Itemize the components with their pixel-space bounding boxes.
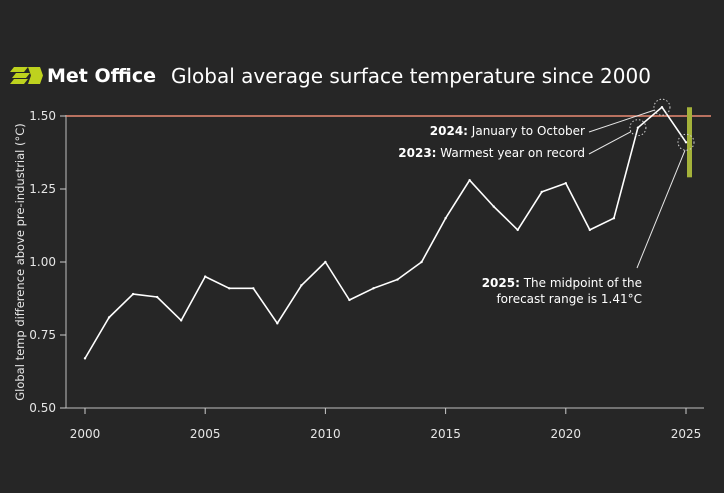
y-tick-label-3: 1.25 (29, 182, 56, 196)
series-layer (83, 106, 688, 360)
temperature-series-line (84, 106, 687, 360)
data-point-2015 (444, 217, 447, 220)
data-point-2013 (396, 278, 399, 281)
data-point-2021 (588, 228, 592, 232)
data-point-2005 (204, 275, 207, 278)
annotation-2025-line1: 2025: The midpoint of the (482, 276, 642, 290)
data-point-2006 (228, 287, 231, 290)
data-point-2024 (660, 106, 664, 109)
forecast-layer (687, 107, 692, 178)
data-point-2025 (684, 141, 688, 144)
x-tick-label-2000: 2000 (70, 427, 101, 441)
data-point-2001 (107, 316, 111, 319)
annotation-2023: 2023: Warmest year on record (398, 146, 585, 160)
highlight-circle-2023 (629, 119, 647, 137)
annotation-pointers (588, 109, 686, 269)
logo-mark-icon (10, 67, 43, 84)
data-point-2000 (83, 357, 87, 360)
data-point-2023 (636, 126, 640, 129)
x-tick-label-2015: 2015 (430, 427, 461, 441)
data-point-2017 (492, 205, 495, 208)
y-tick-label-0: 0.50 (29, 401, 56, 415)
highlight-layer (629, 98, 695, 151)
annotation-2025-line2: forecast range is 1.41°C (496, 292, 642, 306)
highlight-circle-2025 (677, 133, 695, 151)
data-point-2008 (276, 322, 279, 325)
annotation-pointer-2023 (588, 131, 632, 155)
data-point-2020 (564, 181, 567, 185)
data-point-2019 (540, 190, 543, 194)
y-tick-label-4: 1.50 (29, 109, 56, 123)
logo-text: Met Office (47, 65, 156, 87)
highlight-circle-2024 (653, 98, 671, 116)
data-point-2012 (372, 287, 375, 290)
data-point-2016 (468, 179, 471, 182)
y-ticks: 0.50 0.75 1.00 1.25 1.50 (29, 109, 66, 415)
y-axis-label: Global temp difference above pre-industr… (13, 123, 27, 401)
annotation-pointer-2024 (588, 109, 655, 133)
x-tick-label-2025: 2025 (671, 427, 702, 441)
data-point-2011 (348, 298, 351, 302)
x-tick-label-2010: 2010 (310, 427, 341, 441)
annotation-pointer-2025 (636, 150, 686, 269)
chart-title: Global average surface temperature since… (171, 64, 651, 88)
data-point-2018 (516, 228, 519, 232)
data-point-2004 (179, 319, 183, 322)
met-office-logo: Met Office (10, 65, 156, 87)
data-point-2014 (420, 260, 423, 264)
y-tick-label-1: 0.75 (29, 328, 56, 342)
y-tick-label-2: 1.00 (29, 255, 56, 269)
x-ticks: 2000 2005 2010 2015 2020 2025 (70, 408, 702, 441)
data-point-2003 (155, 295, 159, 299)
data-point-2002 (131, 292, 135, 296)
forecast-range-bar (687, 107, 692, 178)
data-point-2022 (612, 217, 616, 220)
data-point-2007 (252, 287, 255, 290)
x-tick-label-2005: 2005 (190, 427, 221, 441)
annotation-2024: 2024: January to October (430, 124, 585, 138)
data-point-2010 (324, 260, 327, 264)
data-point-2009 (300, 284, 303, 287)
x-tick-label-2020: 2020 (551, 427, 582, 441)
